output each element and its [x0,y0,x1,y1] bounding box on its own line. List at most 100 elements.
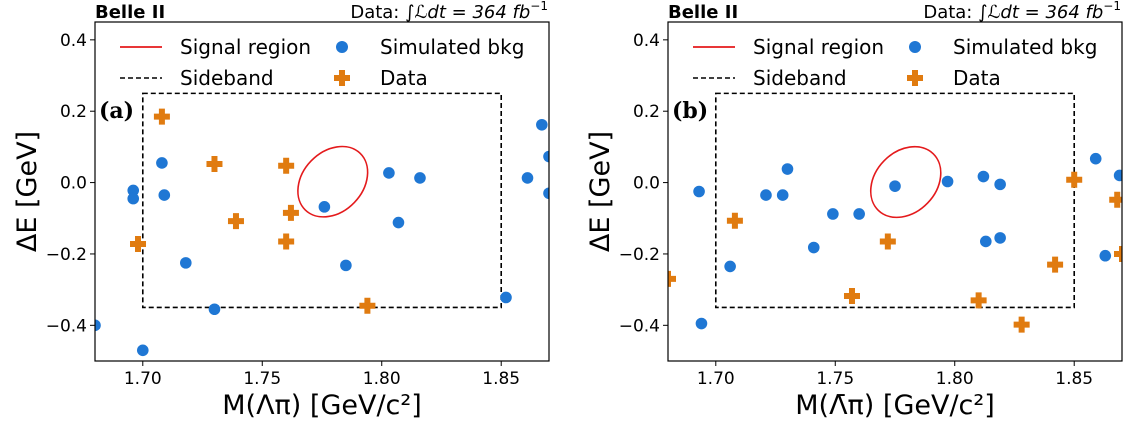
y-tick-label: −0.4 [46,316,87,336]
simulated-bkg-point [156,157,168,169]
simulated-bkg-point [392,216,405,229]
simulated-bkg-point [383,167,395,179]
simulated-bkg-point [340,259,352,272]
legend-bkg-label: Simulated bkg [380,35,524,59]
legend-bkg-marker [909,41,921,53]
markers [668,152,1122,333]
legend-sideband-label: Sideband [180,66,274,90]
y-tick-label: 0.2 [60,102,87,122]
signal-region-ellipse [297,145,369,218]
data-point [668,270,676,287]
y-axis-label: ΔE [GeV] [585,131,616,252]
axes-frame [667,21,1123,362]
simulated-bkg-point [889,180,901,192]
experiment-label: Belle II [95,2,165,23]
simulated-bkg-point [318,201,331,213]
simulated-bkg-point [695,317,708,330]
y-tick-label: −0.2 [46,245,87,265]
data-point [130,235,147,252]
simulated-bkg-point [724,260,736,273]
y-tick-label: −0.4 [619,316,660,336]
y-tick-label: 0.4 [60,31,87,51]
legend-data-label: Data [953,66,1001,90]
simulated-bkg-point [977,170,990,183]
simulated-bkg-point [1113,169,1122,182]
luminosity-formula: ∫ℒdt = 364 fb [405,2,530,23]
data-point [359,297,376,314]
simulated-bkg-point [994,232,1006,244]
legend-data-label: Data [380,66,428,90]
x-tick-label: 1.75 [816,369,854,389]
sideband-box [714,92,1076,309]
data-point [843,288,860,305]
panel-a: 1.70 1.75 1.80 1.85 −0.4 −0.2 0.0 0.2 0.4 M(Λπ) [… [12,0,550,421]
data-point [970,292,987,309]
legend-bkg-label: Simulated bkg [953,35,1097,59]
panel-label: (b) [672,98,708,124]
simulated-bkg-point [941,175,954,188]
data-point [1114,245,1122,262]
x-tick-label: 1.75 [243,369,281,389]
simulated-bkg-point [980,235,992,248]
x-axis-label: M(Λ̄π) [GeV/c²] [795,390,995,421]
data-point [278,157,295,174]
signal-region-ellipse [869,145,942,219]
x-tick-label: 1.80 [936,369,974,389]
luminosity-prefix: Data: [350,2,405,23]
legend-bkg-marker [336,41,348,53]
y-tick-label: 0.2 [633,102,660,122]
simulated-bkg-point [127,192,140,205]
simulated-bkg-point [536,118,548,131]
simulated-bkg-point [693,185,705,198]
data-point [282,204,299,221]
y-tick-label: −0.2 [619,245,660,265]
data-point [206,156,223,173]
luminosity-exponent: −1 [530,0,548,13]
data-point [1013,316,1030,333]
simulated-bkg-point [136,344,149,357]
data-point [153,108,170,125]
x-tick-label: 1.70 [124,369,162,389]
legend-signal-label: Signal region [180,35,311,59]
simulated-bkg-point [1089,152,1102,165]
data-point [227,213,244,230]
panel-label: (a) [99,98,134,124]
data-point [879,233,896,250]
simulated-bkg-point [521,172,534,184]
x-tick-label: 1.70 [697,369,735,389]
simulated-bkg-point [776,189,789,201]
simulated-bkg-point [127,184,140,197]
simulated-bkg-point [95,319,101,332]
simulated-bkg-point [807,241,820,254]
x-tick-label: 1.85 [482,369,520,389]
luminosity-exponent: −1 [1103,0,1121,13]
simulated-bkg-point [543,150,549,163]
panel-b: 1.70 1.75 1.80 1.85 −0.4 −0.2 0.0 0.2 0.4 M(Λ̄π) … [585,0,1123,421]
luminosity-label: Data: ∫ℒdt = 364 fb−1 [350,0,548,23]
luminosity-prefix: Data: [923,2,978,23]
y-tick-label: 0.0 [60,174,87,194]
y-tick-label: 0.4 [633,31,660,51]
legend-data-marker [334,70,350,86]
luminosity-formula: ∫ℒdt = 364 fb [978,2,1103,23]
simulated-bkg-point [827,208,839,220]
simulated-bkg-point [500,291,512,304]
simulated-bkg-point [414,172,426,184]
y-axis-label: ΔE [GeV] [12,131,43,252]
data-point [1109,191,1122,208]
simulated-bkg-point [543,187,549,200]
simulated-bkg-point [853,208,865,220]
luminosity-label: Data: ∫ℒdt = 364 fb−1 [923,0,1121,23]
legend-data-marker [907,70,923,86]
y-tick-label: 0.0 [633,174,660,194]
data-point [726,212,743,229]
data-point [1047,256,1064,273]
simulated-bkg-point [1099,249,1112,262]
data-point [1066,171,1083,188]
legend-sideband-label: Sideband [753,66,847,90]
x-tick-label: 1.80 [363,369,401,389]
x-axis-label: M(Λπ) [GeV/c²] [222,390,422,421]
x-tick-label: 1.85 [1055,369,1093,389]
axes-frame [94,21,550,362]
simulated-bkg-point [208,303,221,316]
